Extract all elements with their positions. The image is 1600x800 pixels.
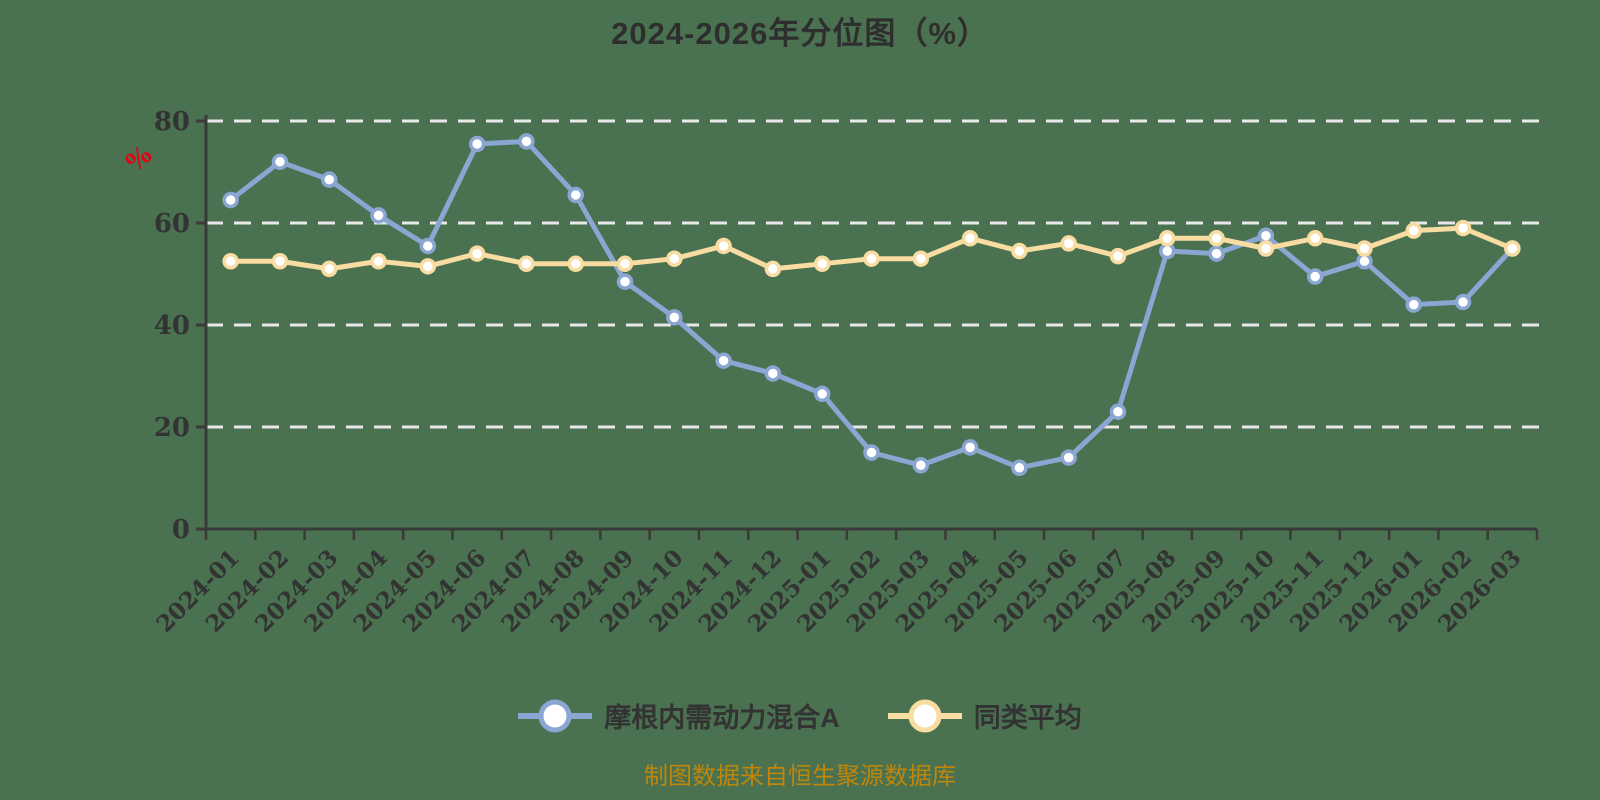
data-point-s1-2025-07[interactable] xyxy=(1109,247,1127,265)
data-point-s1-2025-10[interactable] xyxy=(1257,240,1275,257)
data-point-s1-2024-10[interactable] xyxy=(666,250,683,267)
legend: 摩根内需动力混合A 同类平均 xyxy=(0,696,1600,735)
series-line-0[interactable] xyxy=(228,138,1515,471)
data-point-s1-2024-11[interactable] xyxy=(715,237,732,255)
data-point-s0-2025-02[interactable] xyxy=(863,444,880,461)
data-point-s0-2025-03[interactable] xyxy=(912,457,930,474)
data-point-s0-2024-12[interactable] xyxy=(764,365,782,382)
data-point-s0-2025-07[interactable] xyxy=(1109,403,1127,420)
legend-item-fund[interactable]: 摩根内需动力混合A xyxy=(518,696,840,735)
data-point-s1-2024-02[interactable] xyxy=(271,253,289,270)
data-point-s1-2025-06[interactable] xyxy=(1060,235,1077,252)
data-point-s0-2024-03[interactable] xyxy=(320,171,338,188)
data-point-s0-2025-05[interactable] xyxy=(1011,459,1028,477)
y-tick-label-20: 20 xyxy=(154,413,190,443)
data-point-s1-2026-03[interactable] xyxy=(1504,240,1521,257)
data-point-s1-2024-12[interactable] xyxy=(764,260,782,278)
y-tick-label-0: 0 xyxy=(172,515,190,545)
legend-marker-average-icon xyxy=(887,699,962,732)
data-point-s0-2024-11[interactable] xyxy=(715,352,732,369)
y-tick-label-60: 60 xyxy=(154,209,190,239)
y-tick-label-80: 80 xyxy=(154,107,190,137)
data-point-s1-2024-06[interactable] xyxy=(468,245,486,262)
data-point-s1-2025-12[interactable] xyxy=(1356,240,1373,257)
data-point-s1-2026-01[interactable] xyxy=(1405,222,1423,239)
data-point-s0-2024-08[interactable] xyxy=(567,186,584,204)
data-point-s1-2024-01[interactable] xyxy=(222,253,239,270)
data-point-s0-2026-01[interactable] xyxy=(1405,296,1423,313)
data-point-s1-2025-05[interactable] xyxy=(1011,242,1028,260)
data-point-s1-2025-08[interactable] xyxy=(1159,230,1176,247)
data-point-s1-2024-05[interactable] xyxy=(419,258,437,275)
legend-item-average[interactable]: 同类平均 xyxy=(887,696,1082,735)
data-point-s0-2025-01[interactable] xyxy=(813,385,831,403)
data-source-caption: 制图数据来自恒生聚源数据库 xyxy=(644,762,956,790)
data-point-s1-2025-02[interactable] xyxy=(863,250,880,267)
data-point-s1-2025-03[interactable] xyxy=(912,250,930,267)
data-point-s1-2026-02[interactable] xyxy=(1454,219,1472,237)
data-point-s0-2024-07[interactable] xyxy=(518,133,535,150)
data-point-s0-2024-09[interactable] xyxy=(616,273,634,290)
legend-label-fund: 摩根内需动力混合A xyxy=(604,703,840,733)
data-point-s0-2024-02[interactable] xyxy=(271,153,289,171)
data-point-s0-2025-11[interactable] xyxy=(1306,268,1324,285)
data-point-s1-2025-04[interactable] xyxy=(961,230,979,247)
data-point-s0-2025-09[interactable] xyxy=(1208,245,1225,262)
data-point-s1-2024-03[interactable] xyxy=(320,260,338,278)
data-point-s0-2025-04[interactable] xyxy=(961,439,979,456)
data-point-s0-2025-06[interactable] xyxy=(1060,449,1077,466)
legend-label-average: 同类平均 xyxy=(973,703,1082,733)
y-tick-label-40: 40 xyxy=(154,311,190,341)
data-point-s1-2025-11[interactable] xyxy=(1306,230,1324,247)
data-point-s0-2024-01[interactable] xyxy=(222,191,239,209)
data-point-s1-2025-01[interactable] xyxy=(813,255,831,273)
data-point-s0-2026-02[interactable] xyxy=(1454,293,1472,311)
data-point-s1-2025-09[interactable] xyxy=(1208,230,1225,247)
data-point-s0-2024-06[interactable] xyxy=(468,135,486,153)
legend-marker-fund-icon xyxy=(518,699,593,732)
data-point-s1-2024-07[interactable] xyxy=(518,255,535,273)
data-point-s0-2024-10[interactable] xyxy=(666,309,683,326)
data-point-s1-2024-08[interactable] xyxy=(567,255,584,273)
data-point-s0-2024-05[interactable] xyxy=(419,237,437,255)
data-point-s1-2024-09[interactable] xyxy=(616,255,634,273)
data-point-s0-2024-04[interactable] xyxy=(370,207,387,224)
data-point-s1-2024-04[interactable] xyxy=(370,253,387,270)
chart-title: 2024-2026年分位图（%） xyxy=(611,16,989,51)
